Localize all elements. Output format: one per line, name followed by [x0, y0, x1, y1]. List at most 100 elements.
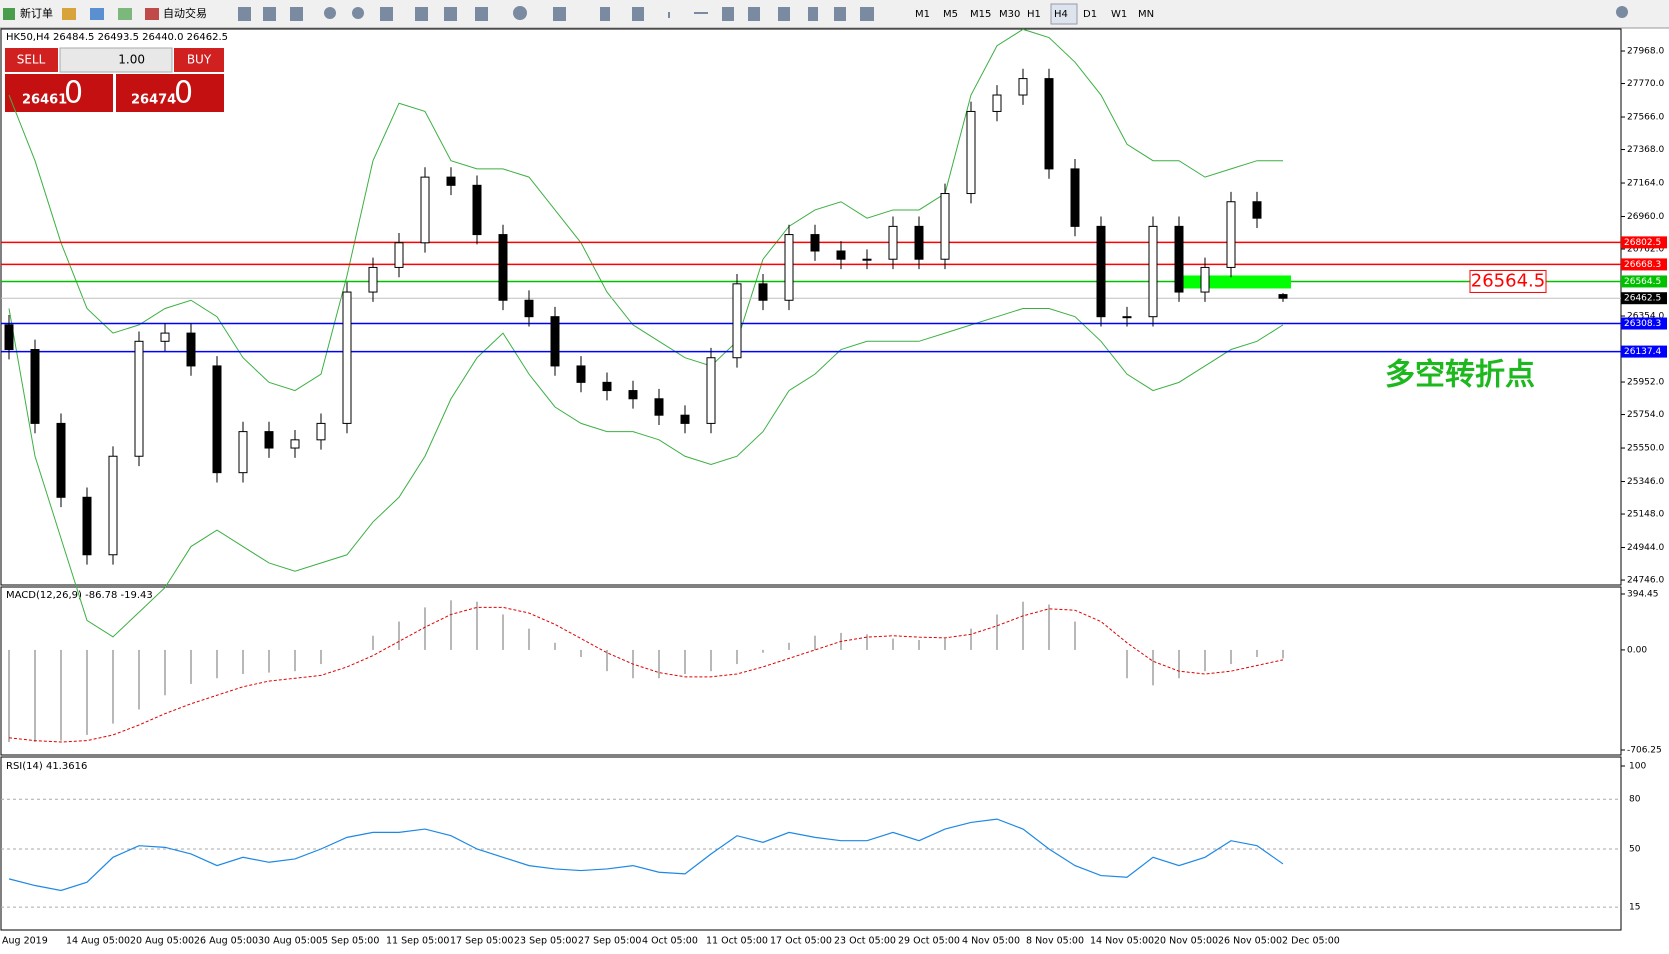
x-tick-label: 17 Oct 05:00 [770, 936, 832, 947]
candle-body [914, 225, 924, 260]
label-tool[interactable] [834, 7, 846, 21]
tool-icons [238, 6, 1628, 21]
candle-body [602, 381, 612, 392]
timeframe[interactable]: D1 [1083, 9, 1097, 20]
annotation-box [1469, 269, 1547, 293]
x-tick-label: 14 Nov 05:00 [1090, 936, 1154, 947]
candle-body [888, 225, 898, 260]
bid-main: 26461 [22, 93, 67, 108]
vline[interactable] [668, 12, 670, 18]
y-tick-label: 24944.0 [1627, 543, 1664, 553]
buy-button[interactable] [174, 48, 224, 72]
candle-body [654, 398, 664, 416]
candle-body [966, 110, 976, 195]
x-tick-label: 4 Oct 05:00 [642, 936, 698, 947]
x-tick-label: 29 Oct 05:00 [898, 936, 960, 947]
x-tick-label: 23 Sep 05:00 [514, 936, 577, 947]
rsi-panel [0, 756, 1622, 931]
macd-signal [8, 606, 1284, 743]
tool-icon[interactable] [263, 7, 276, 21]
tool-icon[interactable] [380, 7, 393, 21]
ask-point: 0 [174, 76, 193, 111]
search[interactable] [1616, 6, 1628, 18]
y-tick-label: 394.45 [1627, 590, 1659, 600]
cursor[interactable] [600, 7, 610, 21]
candle-body [1174, 225, 1184, 293]
timeframe[interactable]: H1 [1027, 9, 1041, 20]
y-tick-label: 100 [1629, 762, 1646, 772]
y-tick-label: 27770.0 [1627, 79, 1664, 89]
auto-trading-icon[interactable] [145, 8, 159, 20]
candle-body [940, 193, 950, 260]
auto-trading[interactable]: 自动交易 [163, 6, 207, 20]
price-level-box [1621, 292, 1667, 305]
price-level-box [1621, 258, 1667, 271]
candle-body [134, 340, 144, 457]
zoom-out[interactable] [352, 7, 364, 19]
tool-icon[interactable] [90, 8, 104, 20]
timeframe[interactable]: M15 [970, 9, 991, 20]
new-order-icon[interactable] [3, 8, 15, 20]
zoom-in[interactable] [324, 7, 336, 19]
tool-icon[interactable] [290, 7, 303, 21]
y-tick-label: 80 [1629, 795, 1641, 805]
price-level-box [1621, 236, 1667, 249]
text-tool[interactable] [808, 7, 818, 21]
candle-body [342, 291, 352, 424]
crosshair[interactable] [632, 7, 644, 21]
tool-icon[interactable] [444, 7, 457, 21]
tool-icon[interactable] [513, 6, 527, 20]
x-tick-label: 5 Sep 05:00 [322, 936, 379, 947]
timeframe[interactable]: H4 [1054, 9, 1068, 20]
candle-body [1226, 201, 1236, 268]
bid-box[interactable] [5, 74, 113, 112]
x-tick-label: 20 Aug 05:00 [130, 936, 194, 947]
buy-label[interactable]: BUY [187, 53, 212, 67]
annotation-price: 26564.5 [1471, 270, 1545, 291]
y-tick-label: 50 [1629, 845, 1641, 855]
bid-point: 0 [64, 76, 83, 111]
timeframe[interactable]: M1 [915, 9, 930, 20]
price-level-label: 26462.5 [1624, 294, 1661, 304]
trendline[interactable] [722, 7, 734, 21]
hline[interactable] [694, 12, 708, 14]
bollinger-band [8, 307, 1284, 638]
trade-panel: SELL 1.00 BUY 26461 0 26474 0 [5, 47, 224, 112]
y-tick-label: 24746.0 [1627, 576, 1664, 586]
fibo[interactable] [778, 7, 790, 21]
timeframe[interactable]: M30 [999, 9, 1020, 20]
timeframe[interactable]: MN [1138, 9, 1154, 20]
timeframe[interactable]: W1 [1111, 9, 1127, 20]
ask-box[interactable] [116, 74, 224, 112]
tool-icon[interactable] [475, 7, 488, 21]
tool-icon[interactable] [553, 7, 566, 21]
candle-body [758, 283, 768, 301]
timeframe[interactable]: M5 [943, 9, 958, 20]
x-tick-label: 26 Nov 05:00 [1218, 936, 1282, 947]
tool-icon[interactable] [62, 8, 76, 20]
sell-label[interactable]: SELL [17, 53, 46, 67]
tool-icon[interactable] [415, 7, 428, 21]
candle-body [1096, 225, 1106, 318]
channel[interactable] [748, 7, 760, 21]
tool-icon[interactable] [238, 7, 251, 21]
sell-button[interactable] [5, 48, 58, 72]
y-tick-label: 25550.0 [1627, 444, 1664, 454]
tool-icon[interactable] [118, 8, 132, 20]
price-panel [0, 28, 1622, 586]
y-tick-label: 25952.0 [1627, 378, 1664, 388]
new-order[interactable]: 新订单 [20, 6, 53, 20]
candle-body [1252, 201, 1262, 219]
shapes[interactable] [860, 7, 874, 21]
candle-body [186, 332, 196, 367]
y-tick-label: 26960.0 [1627, 212, 1664, 222]
price-level-box [1621, 275, 1667, 288]
candle-body [680, 414, 690, 424]
y-tick-label: 27368.0 [1627, 145, 1664, 155]
volume-box[interactable] [59, 47, 173, 73]
volume[interactable]: 1.00 [118, 53, 145, 67]
candle-body [836, 250, 846, 260]
candle-body [82, 496, 92, 556]
